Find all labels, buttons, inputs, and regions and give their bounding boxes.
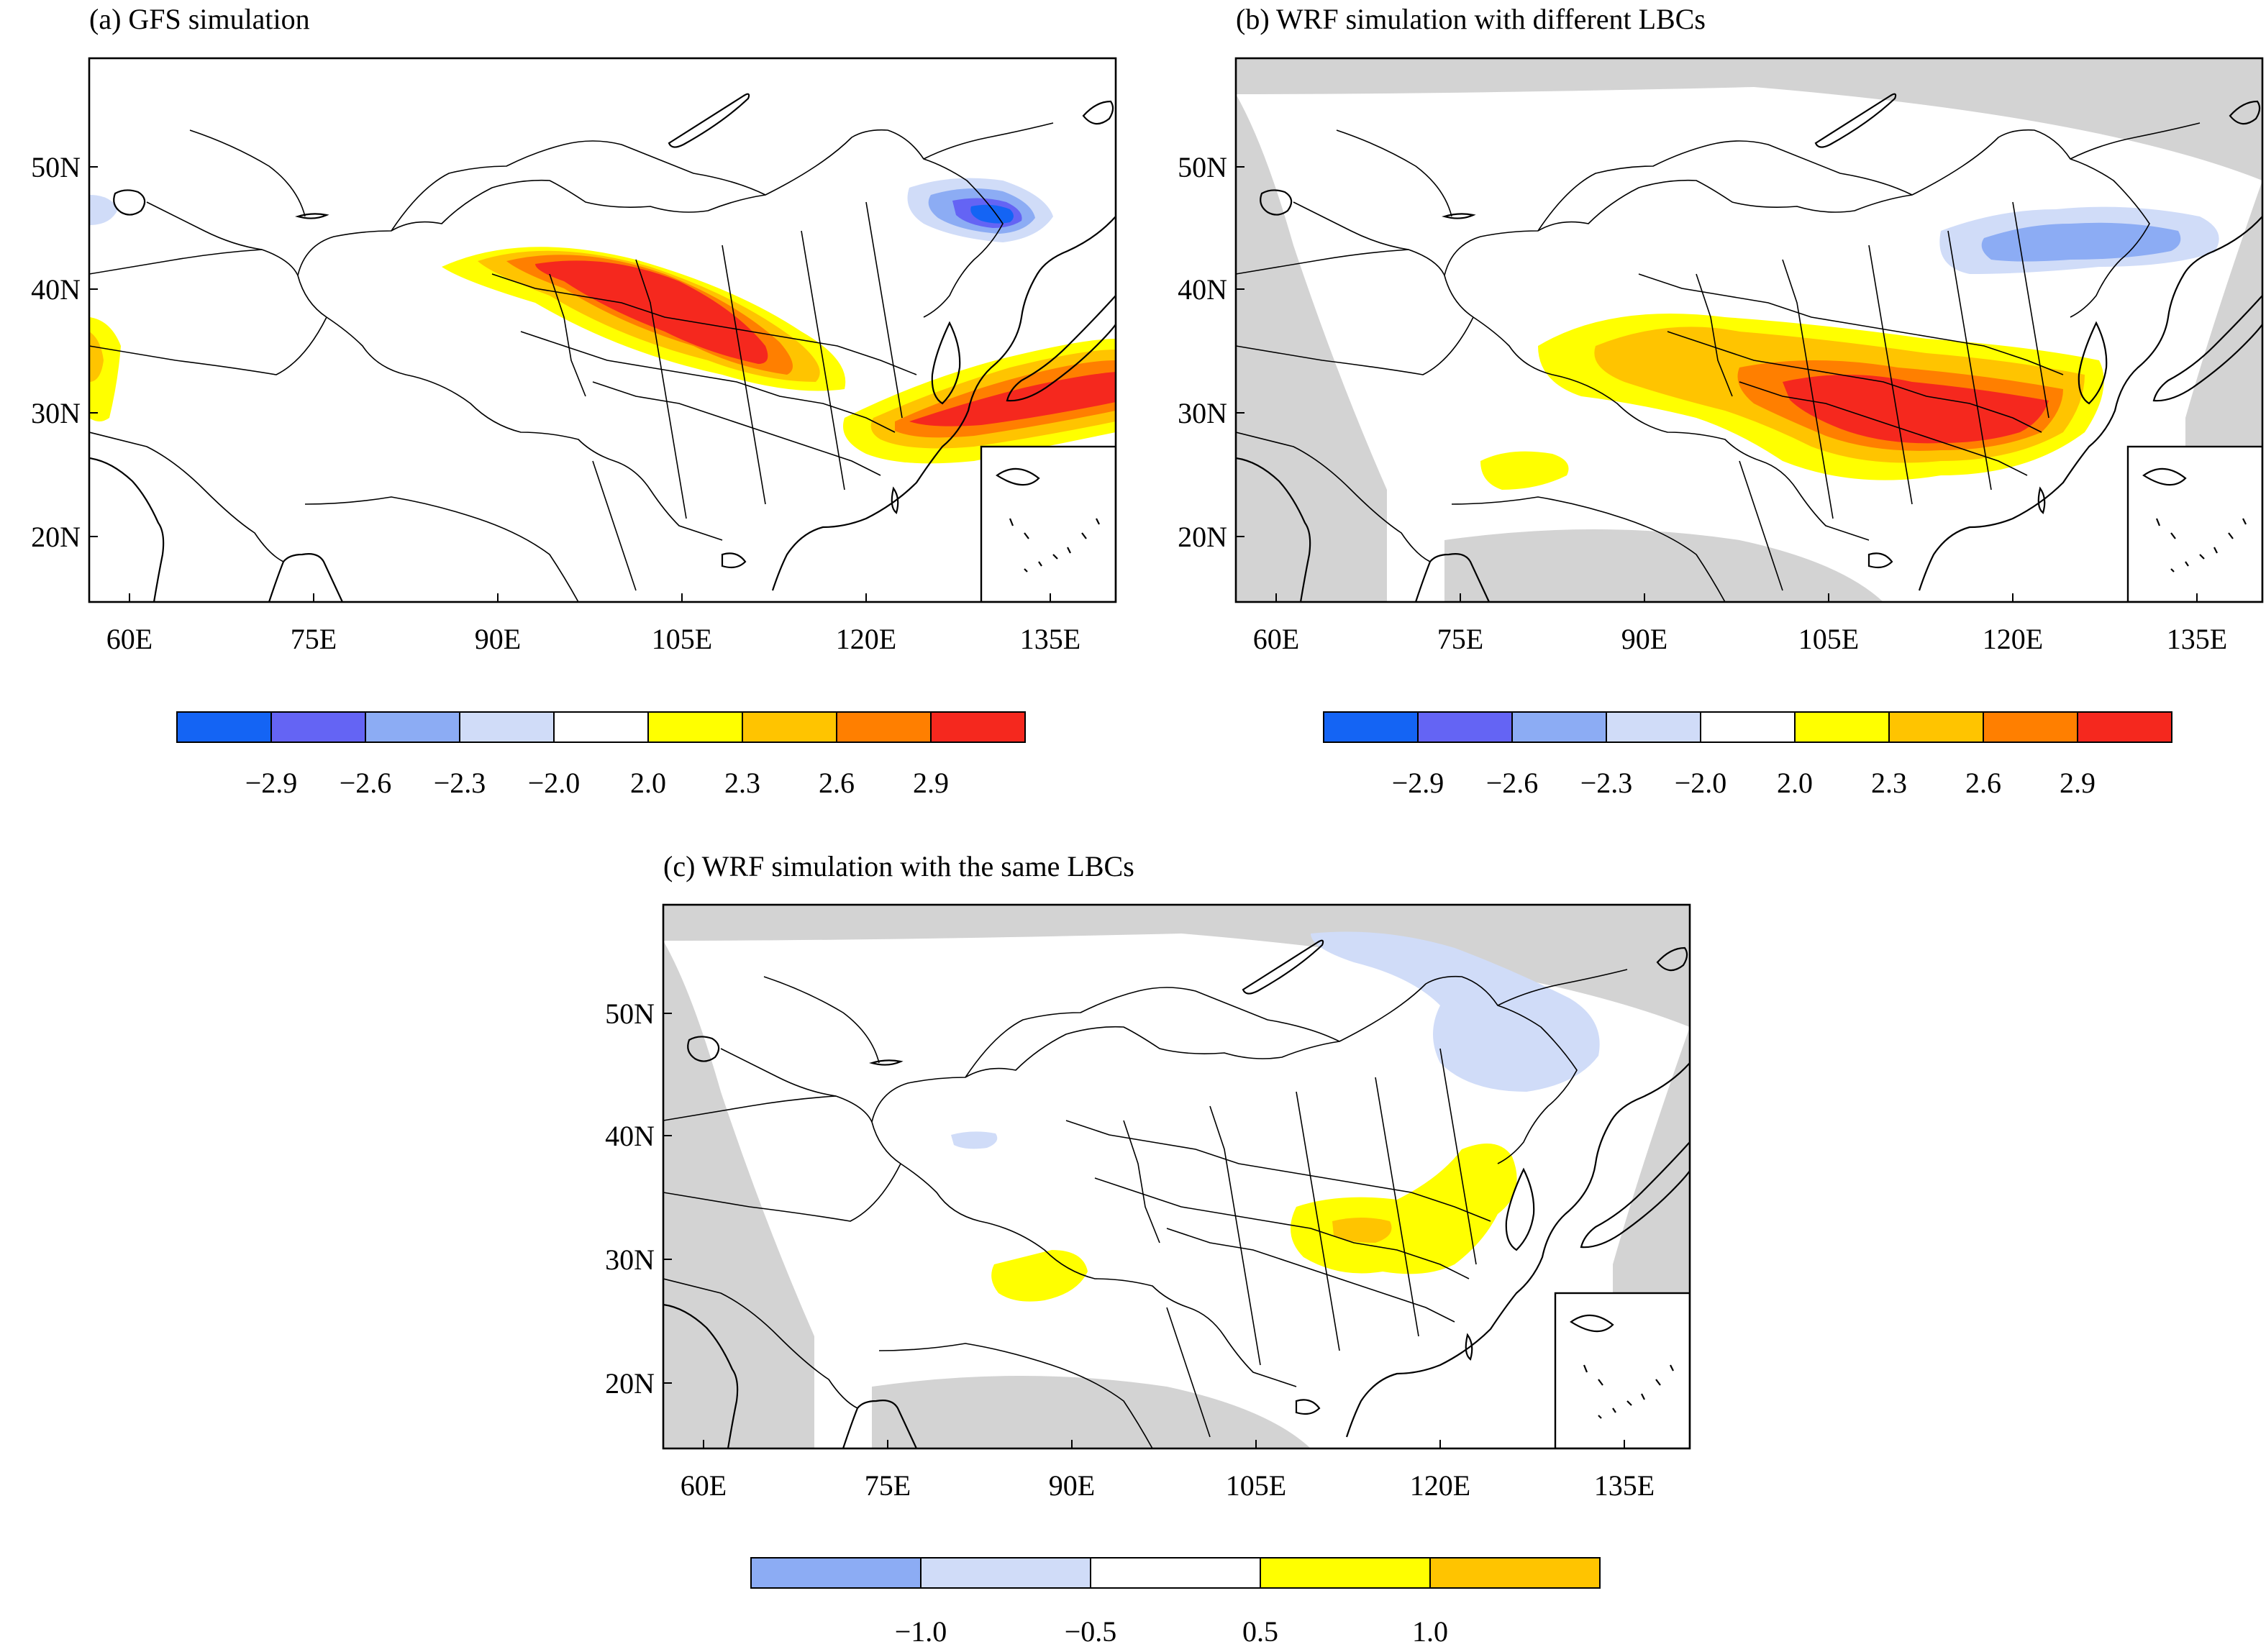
panel-a-lat-label: 40N (31, 273, 81, 306)
colorbar-label: −2.3 (434, 767, 486, 799)
colorbar-box (742, 711, 837, 743)
colorbar-box (2077, 711, 2172, 743)
panel-c: (c) WRF simulation with the same LBCs (605, 850, 1691, 1648)
panel-a-lon-label: 120E (836, 623, 896, 655)
panel-c-lat-ticks: 50N 40N 30N 20N (605, 998, 672, 1400)
panel-c-colorbar-boxes (750, 1557, 1601, 1589)
colorbar-box (1983, 711, 2078, 743)
panel-a-lat-ticks: 50N 40N 30N 20N (31, 151, 98, 553)
panel-a-lon-label: 135E (1020, 623, 1080, 655)
colorbar-label: −2.0 (1675, 767, 1727, 799)
panel-b: (b) WRF simulation with different LBCs (1178, 3, 2264, 799)
colorbar-label: 0.5 (1242, 1615, 1278, 1648)
colorbar-label: 1.0 (1412, 1615, 1448, 1648)
panel-b-lon-label: 120E (1983, 623, 2043, 655)
panel-c-axes: 60E 75E 90E 105E 120E 135E 50N 40N 30N 2… (605, 998, 1655, 1502)
panel-a-colorbar-boxes (176, 711, 1026, 743)
panel-c-lon-label: 60E (681, 1469, 727, 1502)
panel-b-lon-label: 105E (1798, 623, 1859, 655)
panel-c-lon-label: 120E (1410, 1469, 1470, 1502)
colorbar-box (647, 711, 743, 743)
colorbar-label: 2.3 (724, 767, 760, 799)
colorbar-box (1511, 711, 1607, 743)
colorbar-label: −2.0 (528, 767, 581, 799)
colorbar-box (750, 1557, 922, 1589)
colorbar-box (1606, 711, 1701, 743)
panel-a-lon-label: 75E (291, 623, 337, 655)
panel-b-field (1236, 58, 2262, 602)
colorbar-box (1700, 711, 1796, 743)
panel-b-lon-label: 75E (1437, 623, 1483, 655)
panel-a-field (89, 178, 1116, 464)
panel-a-axes: 60E 75E 90E 105E 120E 135E 50N 40N 30N 2… (31, 151, 1080, 655)
panel-a-lat-label: 20N (31, 521, 81, 553)
panel-b-lat-label: 40N (1178, 273, 1227, 306)
panel-a-lon-label: 60E (106, 623, 153, 655)
colorbar-box (365, 711, 460, 743)
panel-c-lon-label: 75E (865, 1469, 911, 1502)
panel-b-axes: 60E 75E 90E 105E 120E 135E 50N 40N 30N 2… (1178, 151, 2227, 655)
colorbar-label: 2.6 (1965, 767, 2001, 799)
colorbar-label: −2.3 (1580, 767, 1633, 799)
panel-c-colorbar: −1.0 −0.5 0.5 1.0 (750, 1557, 1601, 1648)
panel-a-title: (a) GFS simulation (89, 3, 310, 35)
panel-c-lon-label: 90E (1049, 1469, 1095, 1502)
colorbar-box (836, 711, 932, 743)
panel-c-lat-label: 50N (605, 998, 655, 1030)
panel-c-lat-label: 20N (605, 1367, 655, 1400)
panel-a: (a) GFS simulation (31, 3, 1117, 799)
panel-b-colorbar: −2.9 −2.6 −2.3 −2.0 2.0 2.3 2.6 2.9 (1323, 711, 2172, 799)
panel-b-lon-ticks: 60E 75E 90E 105E 120E 135E (1253, 593, 2227, 655)
colorbar-label: −0.5 (1065, 1615, 1117, 1648)
panel-a-lat-label: 30N (31, 397, 81, 429)
panel-b-lat-label: 20N (1178, 521, 1227, 553)
panel-c-lat-label: 30N (605, 1243, 655, 1276)
colorbar-label: −2.9 (245, 767, 298, 799)
colorbar-label: 2.3 (1871, 767, 1907, 799)
colorbar-box (930, 711, 1026, 743)
colorbar-label: −2.6 (1486, 767, 1539, 799)
panel-c-lat-label: 40N (605, 1120, 655, 1152)
colorbar-box (1794, 711, 1890, 743)
panel-c-lon-label: 105E (1226, 1469, 1286, 1502)
colorbar-box (459, 711, 555, 743)
panel-b-lon-label: 90E (1621, 623, 1667, 655)
panel-b-lat-label: 50N (1178, 151, 1227, 183)
colorbar-box (1888, 711, 1984, 743)
panel-a-lon-label: 90E (475, 623, 521, 655)
panel-c-field (663, 905, 1690, 1448)
panel-b-lon-label: 60E (1253, 623, 1299, 655)
panel-b-title: (b) WRF simulation with different LBCs (1236, 3, 1706, 35)
colorbar-label: 2.9 (913, 767, 949, 799)
colorbar-label: −2.9 (1392, 767, 1444, 799)
panel-b-lat-ticks: 50N 40N 30N 20N (1178, 151, 1245, 553)
colorbar-box (1429, 1557, 1601, 1589)
colorbar-label: −1.0 (895, 1615, 947, 1648)
panel-a-lat-label: 50N (31, 151, 81, 183)
colorbar-label: −2.6 (340, 767, 392, 799)
panel-b-lat-label: 30N (1178, 397, 1227, 429)
colorbar-box (270, 711, 366, 743)
colorbar-box (920, 1557, 1091, 1589)
colorbar-box (1090, 1557, 1261, 1589)
panel-c-lon-label: 135E (1594, 1469, 1655, 1502)
colorbar-box (1323, 711, 1419, 743)
panel-c-lon-ticks: 60E 75E 90E 105E 120E 135E (681, 1440, 1655, 1502)
colorbar-label: 2.6 (819, 767, 855, 799)
colorbar-label: 2.0 (1777, 767, 1813, 799)
colorbar-label: 2.9 (2060, 767, 2096, 799)
colorbar-label: 2.0 (630, 767, 666, 799)
colorbar-box (1417, 711, 1513, 743)
colorbar-box (176, 711, 272, 743)
panel-a-colorbar: −2.9 −2.6 −2.3 −2.0 2.0 2.3 2.6 2.9 (176, 711, 1026, 799)
panel-a-lon-ticks: 60E 75E 90E 105E 120E 135E (106, 593, 1080, 655)
panel-b-colorbar-boxes (1323, 711, 2172, 743)
colorbar-box (1260, 1557, 1431, 1589)
colorbar-box (553, 711, 649, 743)
panel-c-title: (c) WRF simulation with the same LBCs (663, 850, 1134, 882)
panel-b-lon-label: 135E (2167, 623, 2227, 655)
panel-a-lon-label: 105E (652, 623, 712, 655)
